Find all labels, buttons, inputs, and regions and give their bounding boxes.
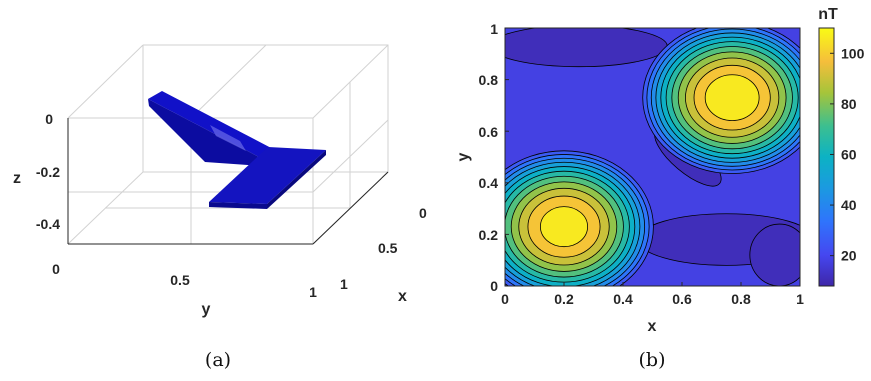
by-tick-4: 0.8 [479,72,499,88]
by-tick-3: 0.6 [479,124,499,140]
x-axis-label: x [398,288,407,305]
colorbar-tick-label-3: 80 [841,96,857,112]
body-dipping-slab [148,91,275,166]
by-tick-1: 0.2 [479,227,499,243]
bx-tick-0: 0 [501,291,509,307]
body-horizontal-slab [209,147,326,209]
slab2-right-face [267,150,326,209]
z-tick-2: -0.4 [36,216,60,232]
colorbar [818,27,835,287]
z-tick-0: 0 [45,111,53,127]
colorbar-tick-label-2: 60 [841,146,857,162]
panel-b-contour: 0 0.2 0.4 0.6 0.8 1 x 0 0.2 0.4 0.6 0.8 … [455,6,865,371]
bx-tick-5: 1 [796,291,804,307]
colorbar-tick-label-1: 40 [841,197,857,213]
by-tick-5: 1 [490,21,498,37]
slab-shine [210,125,246,151]
by-axis-label: y [455,152,472,161]
colorbar-title: nT [818,6,838,23]
y-axis-label: y [202,301,211,318]
tick-marks-b [504,27,801,287]
y-tick-2: 1 [309,284,317,300]
bx-tick-4: 0.8 [731,291,751,307]
caption-b: (b) [639,349,666,371]
bx-tick-2: 0.4 [613,291,633,307]
contour-plot-area [505,28,800,286]
slab-top-face [148,91,275,158]
x-tick-1: 0.5 [378,240,398,256]
colorbar-tick-label-0: 20 [841,248,857,264]
axes-lines-a [67,118,389,245]
bx-axis-label: x [648,318,657,335]
caption-a: (a) [205,349,231,371]
bx-tick-1: 0.2 [554,291,574,307]
y-tick-1: 0.5 [170,272,190,288]
by-tick-2: 0.4 [479,175,499,191]
slab2-top-face [209,147,326,204]
x-tick-2: 1 [340,276,348,292]
y-tick-0: 0 [52,261,60,277]
colorbar-tick-label-4: 100 [841,45,865,61]
colorbar-ticks: 20 40 60 80 100 [830,45,865,264]
by-tick-0: 0 [490,278,498,294]
panel-a-3d-plot: 0 -0.2 -0.4 z 0 0.5 1 y 0 0.5 1 x (a) [13,44,427,371]
contour-peak1-level-10 [704,74,760,121]
slab-front-face [148,99,262,166]
contour-peak0-level-10 [539,206,589,248]
z-axis-label: z [13,170,21,187]
slab2-side-face [209,202,267,209]
z-tick-1: -0.2 [36,164,60,180]
bx-tick-3: 0.6 [672,291,692,307]
x-tick-0: 0 [419,205,427,221]
plot-frame-b [504,27,801,287]
contour-low-region-0 [505,28,668,68]
